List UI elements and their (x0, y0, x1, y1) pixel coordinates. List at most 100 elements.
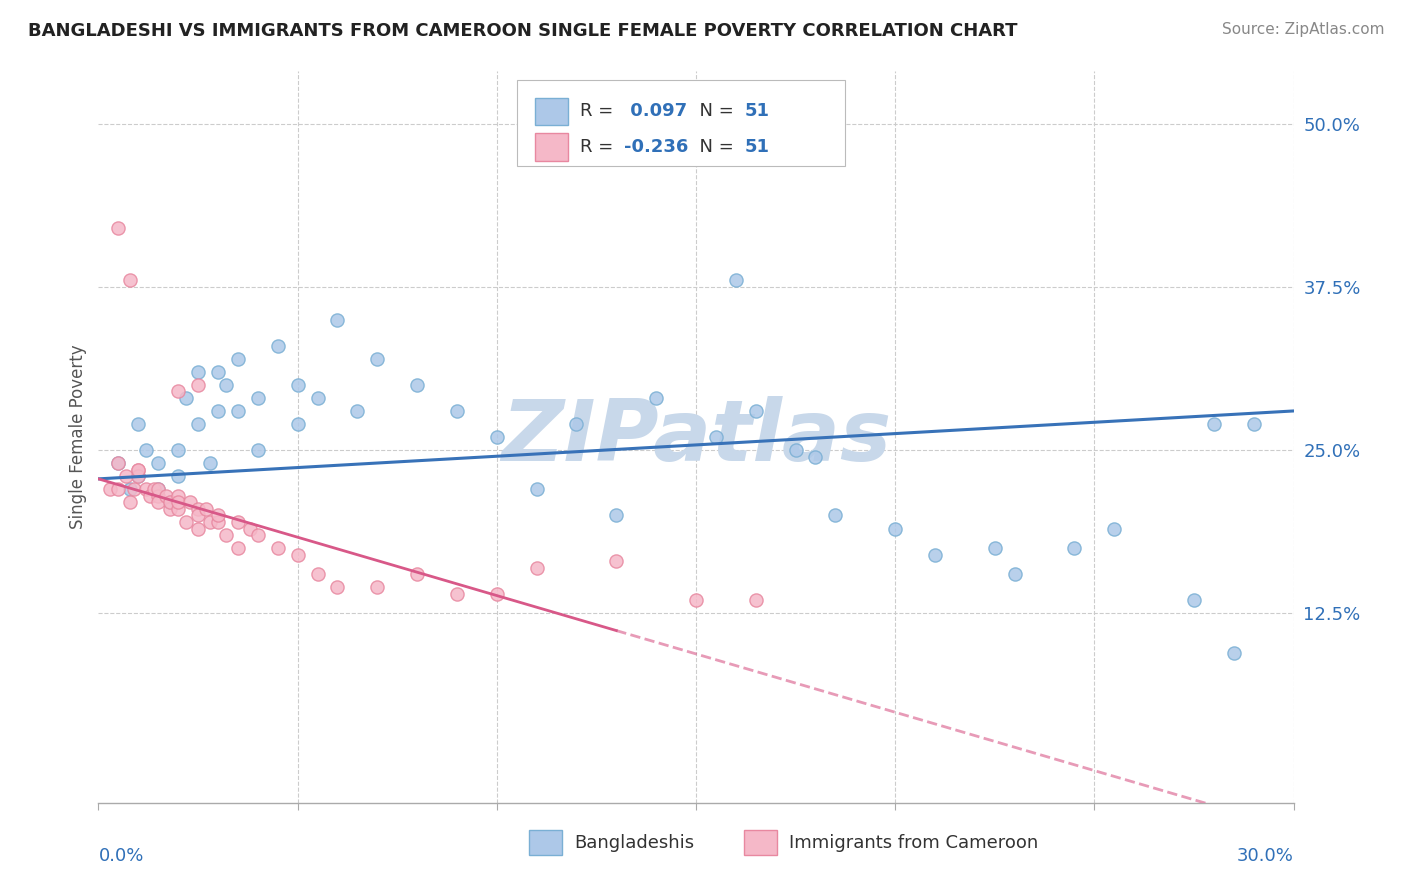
Point (107, 221, 129, 235)
Point (1223, 646, 1246, 660)
Point (135, 483, 157, 497)
Point (745, 404, 768, 418)
Point (307, 567, 329, 582)
Point (120, 495, 142, 509)
Point (187, 377, 209, 392)
Point (1243, 417, 1265, 431)
Point (135, 443, 157, 458)
Point (565, 417, 588, 431)
Point (1004, 567, 1026, 582)
Point (207, 515, 229, 529)
Point (159, 502, 181, 516)
Point (148, 456, 170, 470)
Point (485, 587, 508, 601)
Point (120, 483, 142, 497)
Point (406, 377, 429, 392)
Point (127, 463, 149, 477)
Point (127, 469, 149, 483)
Point (179, 495, 201, 509)
Point (446, 587, 468, 601)
Point (167, 489, 190, 503)
Point (526, 483, 548, 497)
Text: R =: R = (581, 138, 619, 156)
Point (745, 593, 768, 607)
Text: R =: R = (581, 103, 619, 120)
Point (1104, 521, 1126, 535)
Point (326, 580, 349, 594)
Point (115, 469, 138, 483)
Bar (534, 133, 568, 161)
Point (148, 483, 170, 497)
Point (107, 456, 129, 470)
Point (207, 404, 229, 418)
Point (307, 391, 329, 405)
Point (127, 469, 149, 483)
Point (159, 495, 181, 509)
Point (159, 495, 181, 509)
Text: BANGLADESHI VS IMMIGRANTS FROM CAMEROON SINGLE FEMALE POVERTY CORRELATION CHART: BANGLADESHI VS IMMIGRANTS FROM CAMEROON … (28, 22, 1018, 40)
Point (785, 443, 807, 458)
Text: 51: 51 (745, 103, 770, 120)
Point (127, 463, 149, 477)
Point (326, 312, 349, 326)
Point (98, 483, 122, 497)
Point (605, 554, 627, 568)
Point (226, 541, 249, 555)
Point (226, 515, 249, 529)
Point (366, 580, 388, 594)
Point (267, 541, 290, 555)
Point (174, 391, 197, 405)
Text: Source: ZipAtlas.com: Source: ZipAtlas.com (1222, 22, 1385, 37)
Point (143, 483, 166, 497)
Point (187, 502, 209, 516)
Point (207, 365, 229, 379)
Point (804, 450, 827, 464)
Point (187, 417, 209, 431)
Text: -0.236: -0.236 (624, 138, 689, 156)
Point (287, 377, 309, 392)
Point (174, 515, 197, 529)
Point (167, 384, 190, 399)
Point (226, 351, 249, 366)
Y-axis label: Single Female Poverty: Single Female Poverty (69, 345, 87, 529)
Point (246, 391, 269, 405)
Point (645, 391, 668, 405)
Point (167, 443, 190, 458)
Point (124, 483, 146, 497)
Point (824, 508, 846, 523)
Point (366, 351, 388, 366)
Bar (534, 97, 568, 126)
Point (287, 548, 309, 562)
Point (148, 483, 170, 497)
Point (704, 430, 727, 444)
Text: Bangladeshis: Bangladeshis (574, 834, 695, 852)
Point (167, 502, 190, 516)
Text: 30.0%: 30.0% (1237, 847, 1294, 864)
Point (148, 489, 170, 503)
Point (187, 365, 209, 379)
Point (346, 404, 368, 418)
Point (187, 521, 209, 535)
Bar (744, 830, 778, 855)
Point (984, 541, 1007, 555)
Point (1182, 593, 1205, 607)
Point (1202, 417, 1225, 431)
Point (446, 404, 468, 418)
Point (207, 508, 229, 523)
Point (1063, 541, 1085, 555)
Point (167, 495, 190, 509)
Point (107, 483, 129, 497)
Point (127, 417, 149, 431)
Point (155, 489, 177, 503)
Point (685, 593, 707, 607)
Point (226, 404, 249, 418)
Point (139, 489, 162, 503)
Text: ZIPatlas: ZIPatlas (501, 395, 891, 479)
Text: N =: N = (688, 138, 740, 156)
Point (267, 339, 290, 353)
Point (215, 528, 238, 542)
Point (724, 273, 747, 287)
Text: 0.097: 0.097 (624, 103, 688, 120)
Point (148, 495, 170, 509)
Point (526, 560, 548, 574)
